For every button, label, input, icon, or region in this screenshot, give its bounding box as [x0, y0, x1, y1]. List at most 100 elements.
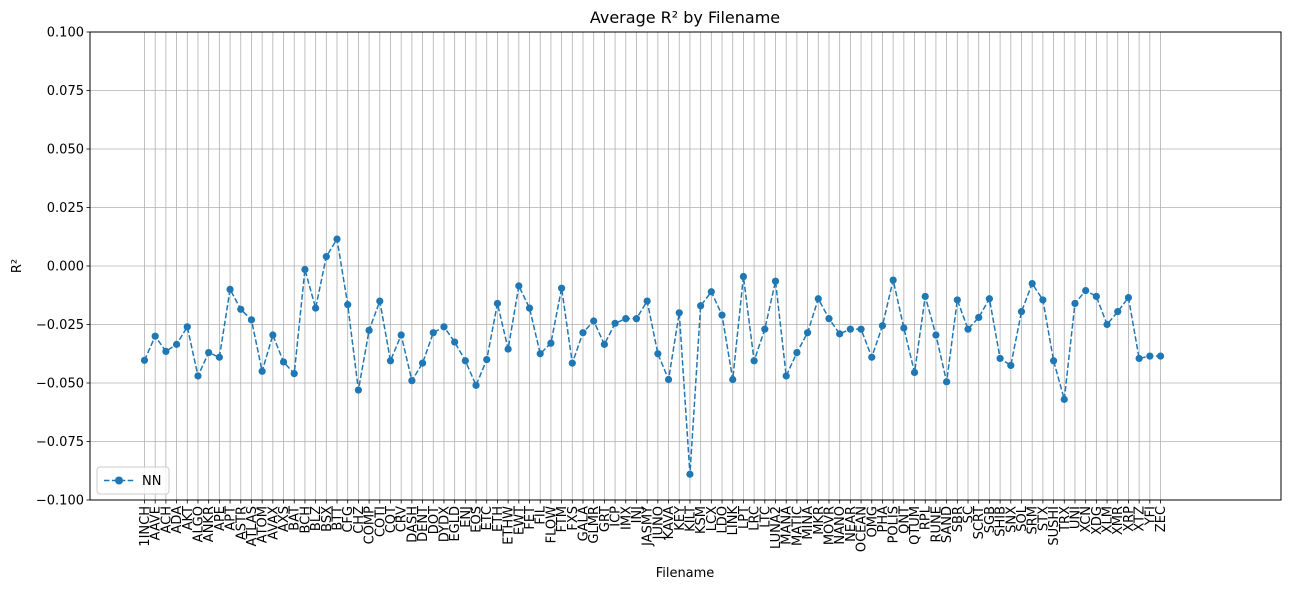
- data-point: [1082, 286, 1090, 295]
- x-tick-label: RPL: [919, 505, 934, 530]
- data-point: [750, 357, 758, 365]
- data-point: [333, 235, 341, 243]
- data-point: [322, 253, 330, 261]
- x-tick-label: LDO: [716, 506, 731, 534]
- x-tick-label: BAT: [288, 506, 303, 531]
- data-point: [900, 324, 908, 332]
- x-tick-label: ETH: [491, 506, 506, 532]
- data-point: [344, 301, 352, 309]
- data-point: [1092, 292, 1100, 301]
- x-tick-label: ETC: [480, 506, 495, 530]
- y-tick-label: 0.050: [47, 143, 84, 158]
- chart-title: Average R² by Filename: [590, 8, 780, 27]
- data-point: [611, 319, 619, 327]
- x-tick-label: ICP: [609, 506, 624, 527]
- data-point: [461, 357, 469, 365]
- x-tick-label: SOL: [1015, 505, 1030, 531]
- x-tick-label: EGLD: [448, 506, 463, 542]
- x-tick-label: DOT: [427, 506, 442, 534]
- data-point: [771, 277, 780, 285]
- x-tick-label: LCX: [705, 506, 720, 531]
- data-point: [515, 282, 523, 290]
- data-point: [226, 285, 234, 293]
- x-tick-label: RUNE: [929, 506, 944, 543]
- x-tick-label: OMG: [865, 506, 880, 538]
- data-point: [140, 356, 149, 364]
- x-tick-label: INJ: [630, 506, 645, 523]
- x-axis-ticks: 1INCHAAVEACHADAAKTALGOANKRAPEAPTASTRATLA…: [138, 500, 1169, 552]
- data-point: [547, 339, 555, 347]
- x-tick-label: JASMY: [641, 506, 656, 547]
- x-axis-label: Filename: [656, 566, 715, 581]
- data-point: [782, 372, 790, 380]
- data-point: [1103, 320, 1111, 329]
- data-point: [996, 354, 1004, 363]
- x-tick-label: DENT: [416, 506, 431, 542]
- x-tick-label: SBR: [951, 506, 966, 532]
- x-tick-label: LPT: [737, 506, 752, 529]
- data-point: [697, 302, 705, 310]
- x-tick-label: FLOW: [544, 506, 559, 543]
- x-tick-label: SUSHI: [1047, 506, 1062, 546]
- data-point: [301, 265, 309, 274]
- data-point: [707, 288, 715, 296]
- x-tick-label: NANO: [833, 506, 848, 545]
- data-point: [1039, 296, 1047, 304]
- data-point: [290, 370, 298, 378]
- data-point: [376, 297, 384, 305]
- data-point: [451, 338, 459, 346]
- x-tick-label: MOVR: [822, 506, 837, 545]
- y-tick-label: 0.075: [47, 84, 84, 99]
- data-point: [279, 358, 288, 366]
- x-tick-label: XMR: [1111, 506, 1126, 535]
- x-tick-label: NEAR: [844, 506, 859, 542]
- data-point: [483, 356, 491, 364]
- data-point: [194, 372, 202, 380]
- x-tick-label: DASH: [405, 506, 420, 543]
- data-point: [985, 295, 994, 303]
- data-point: [846, 325, 854, 333]
- x-tick-label: FET: [523, 506, 538, 530]
- data-point: [418, 359, 427, 367]
- x-tick-label: CFG: [341, 506, 356, 533]
- data-point: [600, 340, 608, 348]
- legend-label: NN: [142, 474, 161, 489]
- x-tick-label: SC: [962, 506, 977, 523]
- x-tick-label: ASTR: [234, 506, 249, 540]
- data-point: [151, 332, 159, 340]
- data-point: [365, 326, 373, 334]
- x-tick-label: AVAX: [266, 506, 281, 540]
- y-tick-label: 0.100: [47, 26, 84, 41]
- x-tick-label: AKT: [181, 506, 196, 530]
- x-tick-label: QNT: [897, 506, 912, 534]
- data-point: [215, 353, 223, 361]
- x-tick-label: MINA: [801, 506, 816, 540]
- x-tick-label: TRX: [1058, 506, 1073, 533]
- x-tick-label: APE: [213, 506, 228, 531]
- data-point: [386, 357, 395, 365]
- data-point: [643, 297, 651, 305]
- y-tick-label: −0.050: [36, 377, 84, 392]
- data-point: [172, 340, 181, 348]
- x-tick-label: COTI: [373, 506, 388, 537]
- x-tick-label: BTT: [331, 506, 346, 531]
- data-point: [558, 284, 566, 292]
- data-point: [675, 309, 683, 317]
- data-point: [857, 325, 865, 333]
- x-tick-label: LUNA2: [769, 506, 784, 549]
- x-tick-label: ENJ: [459, 506, 474, 528]
- x-tick-label: GALA: [576, 506, 591, 542]
- x-tick-label: BCH: [298, 506, 313, 534]
- x-tick-label: DYDX: [437, 506, 452, 542]
- x-tick-label: ADA: [170, 506, 185, 534]
- series-layer: [140, 235, 1165, 478]
- y-axis-ticks: −0.100 −0.075 −0.050 −0.025 0.000 0.025 0.050 0…: [36, 26, 90, 509]
- data-point: [1060, 395, 1068, 403]
- x-tick-label: SNX: [1004, 506, 1019, 533]
- x-tick-label: XCN: [1079, 506, 1094, 533]
- x-tick-label: SRM: [1026, 506, 1041, 535]
- data-point: [1124, 293, 1133, 302]
- data-point: [1007, 361, 1015, 370]
